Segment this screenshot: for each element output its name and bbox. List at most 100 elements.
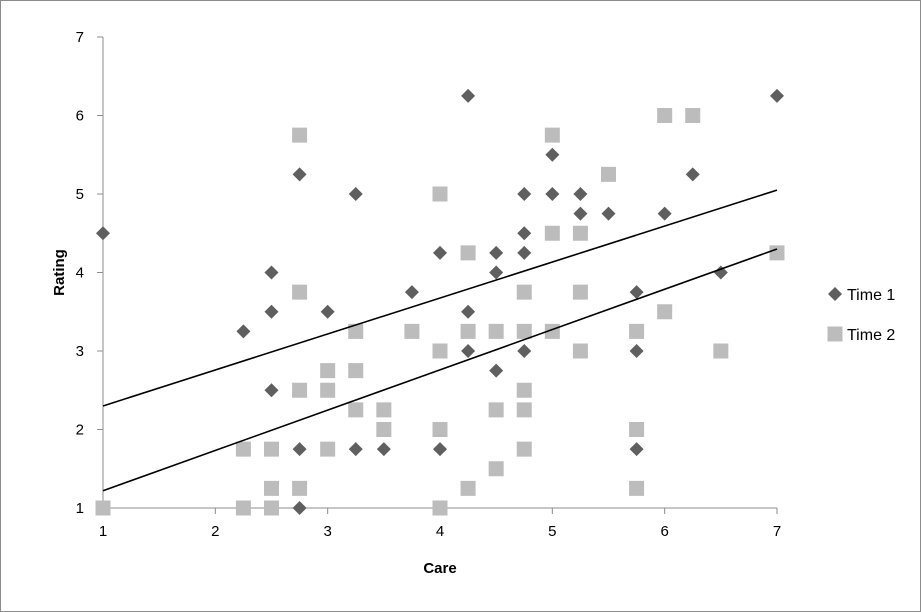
data-point-time-2: [516, 402, 532, 418]
data-point-time-1: [545, 147, 560, 162]
data-point-time-2: [95, 500, 111, 516]
data-point-time-2: [404, 323, 420, 339]
axis-ticks: 1 2 3 4 5 6 7 1 2 3 4 5 6 7: [76, 29, 782, 540]
y-tick-label: 3: [76, 343, 84, 360]
x-tick-label: 3: [323, 523, 331, 540]
data-point-time-1: [517, 245, 532, 260]
data-point-time-2: [376, 422, 392, 437]
data-point-time-2: [432, 343, 448, 359]
data-point-time-2: [432, 186, 448, 202]
data-point-time-1: [433, 245, 447, 260]
data-point-time-2: [460, 245, 476, 261]
data-point-time-2: [264, 441, 279, 457]
data-point-time-1: [489, 363, 504, 378]
data-point-time-2: [572, 284, 588, 300]
data-point-time-2: [516, 323, 532, 339]
data-point-time-1: [320, 304, 335, 319]
data-point-time-1: [348, 187, 363, 201]
y-tick-label: 7: [76, 29, 84, 46]
data-point-time-2: [348, 323, 364, 339]
data-point-time-2: [460, 323, 476, 339]
data-point-time-1: [713, 265, 728, 280]
data-point-time-2: [292, 382, 308, 398]
data-point-time-2: [572, 343, 588, 359]
data-point-time-2: [657, 304, 673, 320]
y-axis-title: Rating: [51, 249, 68, 296]
data-point-time-1: [517, 226, 532, 241]
y-tick-label: 4: [76, 265, 84, 282]
data-point-time-2: [488, 461, 504, 477]
x-tick-label: 1: [99, 523, 107, 540]
trendline-2: [102, 248, 778, 492]
data-point-time-1: [461, 344, 476, 358]
data-point-time-2: [320, 382, 336, 398]
data-point-time-2: [629, 480, 645, 496]
data-point-time-2: [376, 402, 392, 418]
data-point-time-1: [685, 167, 700, 182]
data-point-time-2: [264, 480, 279, 496]
data-point-time-2: [348, 363, 364, 379]
data-point-time-2: [292, 284, 308, 300]
data-point-time-1: [573, 206, 588, 221]
legend-label: Time 2: [847, 327, 895, 344]
data-point-time-1: [348, 442, 363, 457]
data-point-time-2: [320, 363, 336, 379]
data-point-time-2: [264, 500, 279, 516]
data-point-time-2: [320, 441, 336, 457]
data-point-time-1: [264, 383, 279, 398]
data-point-time-2: [292, 480, 308, 496]
legend: Time 1 Time 2: [827, 287, 895, 344]
data-point-time-2: [657, 108, 673, 123]
data-point-time-1: [433, 442, 447, 457]
data-point-time-1: [601, 206, 616, 221]
data-point-time-2: [572, 225, 588, 241]
data-point-time-2: [769, 245, 785, 261]
data-point-time-2: [713, 343, 729, 359]
series-time-2: [95, 108, 785, 516]
data-point-time-1: [489, 245, 504, 260]
data-point-time-2: [488, 323, 504, 339]
y-tick-label: 1: [76, 500, 84, 517]
data-point-time-1: [517, 344, 532, 358]
data-point-time-2: [629, 422, 645, 437]
data-point-time-1: [264, 265, 279, 280]
legend-label: Time 1: [847, 287, 895, 304]
data-point-time-1: [545, 187, 560, 201]
data-point-time-1: [573, 187, 588, 201]
data-point-time-1: [292, 501, 307, 515]
data-point-time-2: [235, 441, 251, 457]
x-tick-label: 2: [211, 523, 219, 540]
data-point-time-1: [629, 285, 644, 300]
x-axis-title: Care: [423, 560, 456, 577]
data-point-time-1: [292, 167, 307, 182]
data-point-time-2: [544, 225, 560, 241]
data-point-time-2: [601, 166, 616, 182]
x-tick-label: 6: [660, 523, 668, 540]
data-point-time-1: [376, 442, 391, 457]
data-point-time-2: [516, 382, 532, 398]
data-point-time-2: [516, 284, 532, 300]
series-layer: [95, 88, 785, 516]
data-point-time-1: [292, 442, 307, 457]
y-tick-label: 2: [76, 422, 84, 439]
data-point-time-1: [629, 442, 644, 457]
data-point-time-1: [264, 304, 279, 319]
data-point-time-1: [404, 285, 419, 300]
y-tick-label: 6: [76, 108, 84, 125]
data-point-time-1: [489, 265, 504, 280]
data-point-time-1: [517, 187, 532, 201]
data-point-time-1: [461, 304, 476, 319]
data-point-time-2: [432, 422, 448, 437]
data-point-time-2: [685, 108, 701, 123]
data-point-time-2: [432, 500, 448, 516]
data-point-time-2: [235, 500, 251, 516]
data-point-time-1: [657, 206, 672, 221]
data-point-time-1: [629, 344, 644, 358]
data-point-time-1: [96, 226, 110, 241]
data-point-time-2: [488, 402, 504, 418]
legend-marker-time-1: [828, 287, 842, 301]
trendline-layer: [102, 189, 778, 492]
data-point-time-1: [461, 88, 476, 103]
